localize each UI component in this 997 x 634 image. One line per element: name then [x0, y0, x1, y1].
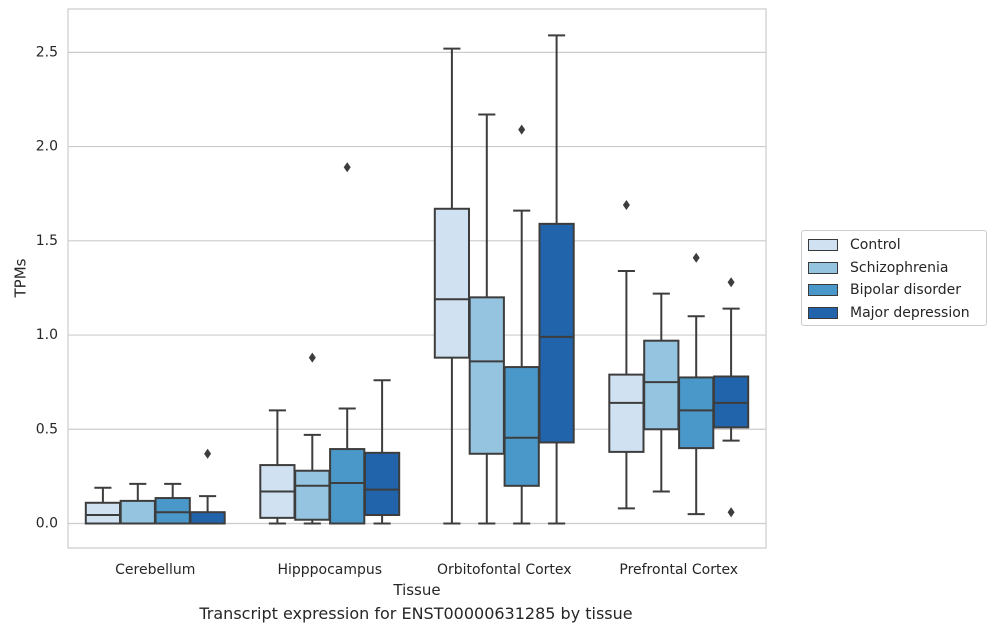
outlier-point — [727, 507, 735, 518]
box-schizophrenia — [468, 113, 505, 525]
box-body — [119, 499, 156, 525]
box-major-depression — [538, 34, 575, 525]
y-tick-label: 2.5 — [36, 44, 58, 60]
box-bipolar-disorder — [329, 162, 366, 525]
box-body — [678, 376, 715, 450]
x-tick-label: Prefrontal Cortex — [619, 562, 738, 578]
box-control — [259, 409, 296, 525]
box-body — [433, 207, 471, 359]
box-major-depression — [712, 277, 750, 518]
y-tick-label: 0.5 — [36, 421, 58, 437]
box-body — [608, 373, 645, 453]
legend-item: Major depression — [808, 303, 970, 323]
box-schizophrenia — [294, 352, 331, 525]
y-axis-ticks: 0.0 0.5 1.0 1.5 2.0 2.5 — [36, 44, 58, 531]
legend-swatch — [808, 284, 838, 296]
box-major-depression — [189, 448, 226, 525]
legend-label: Control — [850, 237, 901, 253]
outlier-point — [622, 200, 630, 210]
y-tick-label: 0.0 — [36, 516, 58, 532]
legend-label: Schizophrenia — [850, 259, 949, 276]
box-bipolar-disorder — [678, 252, 715, 516]
legend-item: Schizophrenia — [808, 258, 948, 278]
outlier-point — [204, 448, 212, 459]
legend-label: Major depression — [850, 304, 970, 321]
outlier-point — [518, 124, 526, 135]
y-tick-label: 2.0 — [36, 139, 58, 155]
box-major-depression — [363, 379, 401, 525]
outlier-point — [692, 252, 700, 263]
x-axis-label: Tissue — [392, 581, 440, 599]
box-series — [84, 34, 750, 525]
box-body — [329, 448, 366, 525]
box-schizophrenia — [643, 292, 680, 493]
box-body — [643, 339, 680, 431]
box-body — [294, 469, 331, 521]
legend-label: Bipolar disorder — [850, 282, 962, 298]
x-axis-ticks: Cerebellum Hipppocampus Orbitofontal Corte… — [115, 562, 738, 578]
box-body — [503, 366, 540, 487]
x-tick-label: Hipppocampus — [277, 562, 382, 578]
box-control — [608, 200, 645, 510]
y-tick-label: 1.5 — [36, 233, 58, 249]
y-axis-label: TPMs — [12, 258, 30, 298]
x-tick-label: Cerebellum — [115, 562, 195, 578]
box-body — [468, 296, 505, 455]
outlier-point — [343, 162, 351, 173]
box-body — [363, 451, 401, 517]
outlier-point — [308, 352, 316, 363]
legend-item: Control — [808, 235, 901, 255]
chart-caption: Transcript expression for ENST0000063128… — [199, 604, 633, 623]
legend-swatch — [808, 239, 838, 251]
legend: Control Schizophrenia Bipolar disorder Majo… — [801, 230, 987, 326]
gridlines — [68, 51, 766, 525]
box-bipolar-disorder — [154, 482, 191, 525]
box-control — [433, 47, 471, 525]
legend-swatch — [808, 261, 838, 274]
legend-item: Bipolar disorder — [808, 280, 961, 300]
x-tick-label: Orbitofontal Cortex — [437, 562, 572, 578]
box-control — [84, 486, 122, 525]
box-bipolar-disorder — [503, 124, 540, 525]
legend-swatch — [808, 306, 838, 319]
box-body — [84, 501, 122, 525]
plot-area-frame — [67, 8, 767, 549]
box-body — [189, 511, 226, 525]
y-tick-label: 1.0 — [36, 327, 58, 343]
box-schizophrenia — [119, 482, 156, 525]
box-body — [538, 222, 575, 444]
box-body — [154, 497, 191, 525]
outlier-point — [727, 277, 735, 288]
